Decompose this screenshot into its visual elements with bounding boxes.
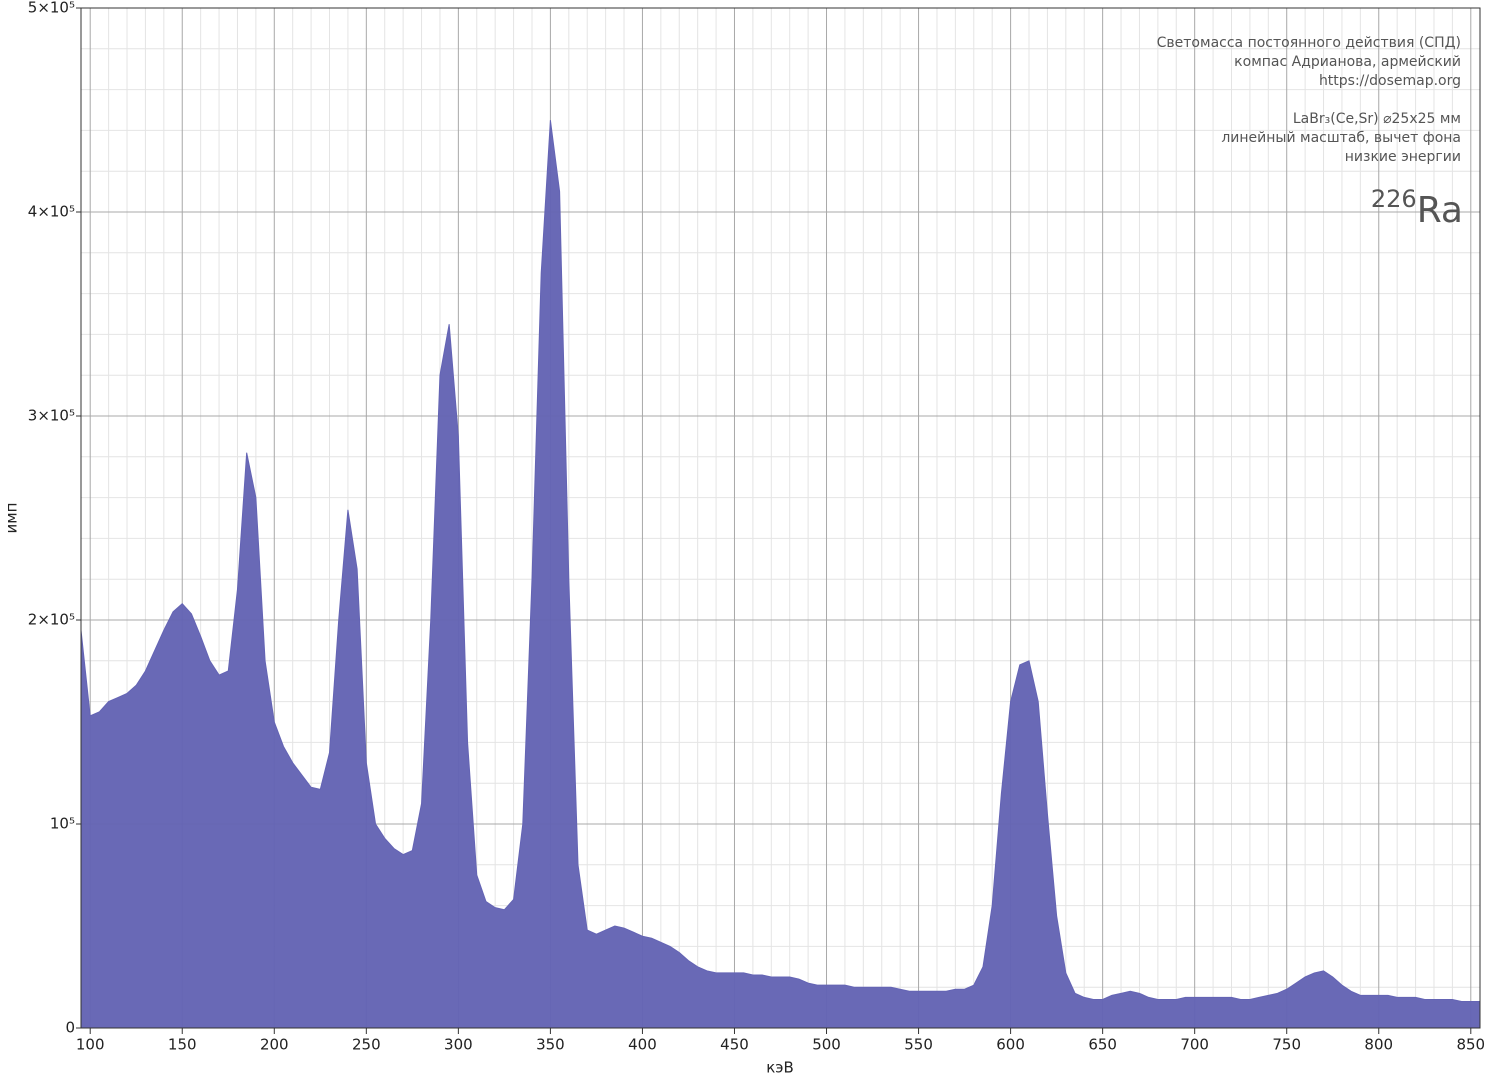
x-axis-label: кэВ xyxy=(766,1059,794,1077)
y-tick-label: 2×10⁵ xyxy=(28,611,75,629)
x-tick-label: 350 xyxy=(536,1036,565,1054)
isotope-label: 226Ra xyxy=(1371,185,1463,231)
x-tick-label: 800 xyxy=(1364,1036,1393,1054)
annotation: низкие энергии xyxy=(1345,149,1461,165)
x-tick-label: 650 xyxy=(1088,1036,1117,1054)
x-tick-label: 500 xyxy=(812,1036,841,1054)
x-tick-label: 850 xyxy=(1456,1036,1485,1054)
x-tick-label: 300 xyxy=(444,1036,473,1054)
annotation: https://dosemap.org xyxy=(1319,73,1461,89)
y-tick-label: 0 xyxy=(65,1019,75,1037)
x-tick-label: 400 xyxy=(628,1036,657,1054)
annotation: Светомасса постоянного действия (СПД) xyxy=(1157,35,1461,51)
x-tick-label: 150 xyxy=(168,1036,197,1054)
x-tick-label: 600 xyxy=(996,1036,1025,1054)
y-tick-label: 10⁵ xyxy=(50,815,75,833)
y-tick-label: 3×10⁵ xyxy=(28,407,75,425)
isotope-symbol: Ra xyxy=(1417,190,1463,231)
x-tick-label: 100 xyxy=(76,1036,105,1054)
x-tick-label: 200 xyxy=(260,1036,289,1054)
x-tick-label: 750 xyxy=(1272,1036,1301,1054)
spectrum-area xyxy=(80,120,1481,1029)
plot-frame xyxy=(80,7,1481,1029)
x-tick-label: 450 xyxy=(720,1036,749,1054)
y-axis-label: имп xyxy=(3,503,21,534)
x-tick-label: 700 xyxy=(1180,1036,1209,1054)
annotation: LaBr₃(Ce,Sr) ⌀25x25 мм xyxy=(1293,111,1461,127)
x-tick-label: 250 xyxy=(352,1036,381,1054)
y-tick-label: 5×10⁵ xyxy=(28,0,75,17)
annotation: линейный масштаб, вычет фона xyxy=(1221,130,1461,146)
y-tick-label: 4×10⁵ xyxy=(28,203,75,221)
annotation: компас Адрианова, армейский xyxy=(1234,54,1461,70)
isotope-mass: 226 xyxy=(1371,185,1417,213)
x-tick-label: 550 xyxy=(904,1036,933,1054)
